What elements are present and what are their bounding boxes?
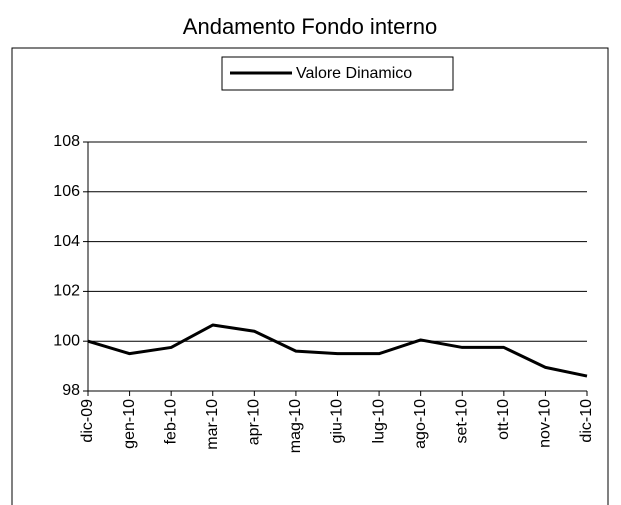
x-tick-label: dic-10 xyxy=(578,399,595,443)
x-tick-label: apr-10 xyxy=(246,399,263,445)
x-tick-label: mar-10 xyxy=(204,399,221,450)
y-tick-label: 108 xyxy=(53,133,80,150)
x-tick-label: ago-10 xyxy=(412,399,429,449)
chart-frame xyxy=(11,47,609,505)
y-tick-label: 104 xyxy=(53,233,80,250)
x-tick-label: lug-10 xyxy=(370,399,387,444)
y-tick-label: 102 xyxy=(53,283,80,300)
legend-label: Valore Dinamico xyxy=(296,65,412,82)
y-tick-label: 106 xyxy=(53,183,80,200)
data-line xyxy=(87,323,588,378)
x-tick-label: set-10 xyxy=(453,399,470,444)
y-tick-label: 98 xyxy=(62,382,80,399)
chart-title: Andamento Fondo interno xyxy=(183,14,437,39)
x-tick-label: dic-09 xyxy=(79,399,96,443)
x-tick-label: ott-10 xyxy=(495,399,512,440)
x-tick-label: feb-10 xyxy=(162,399,179,444)
y-tick-label: 100 xyxy=(53,332,80,349)
x-tick-label: gen-10 xyxy=(121,399,138,449)
x-tick-label: nov-10 xyxy=(537,399,554,448)
x-tick-label: giu-10 xyxy=(329,399,346,444)
x-tick-label: mag-10 xyxy=(287,399,304,453)
